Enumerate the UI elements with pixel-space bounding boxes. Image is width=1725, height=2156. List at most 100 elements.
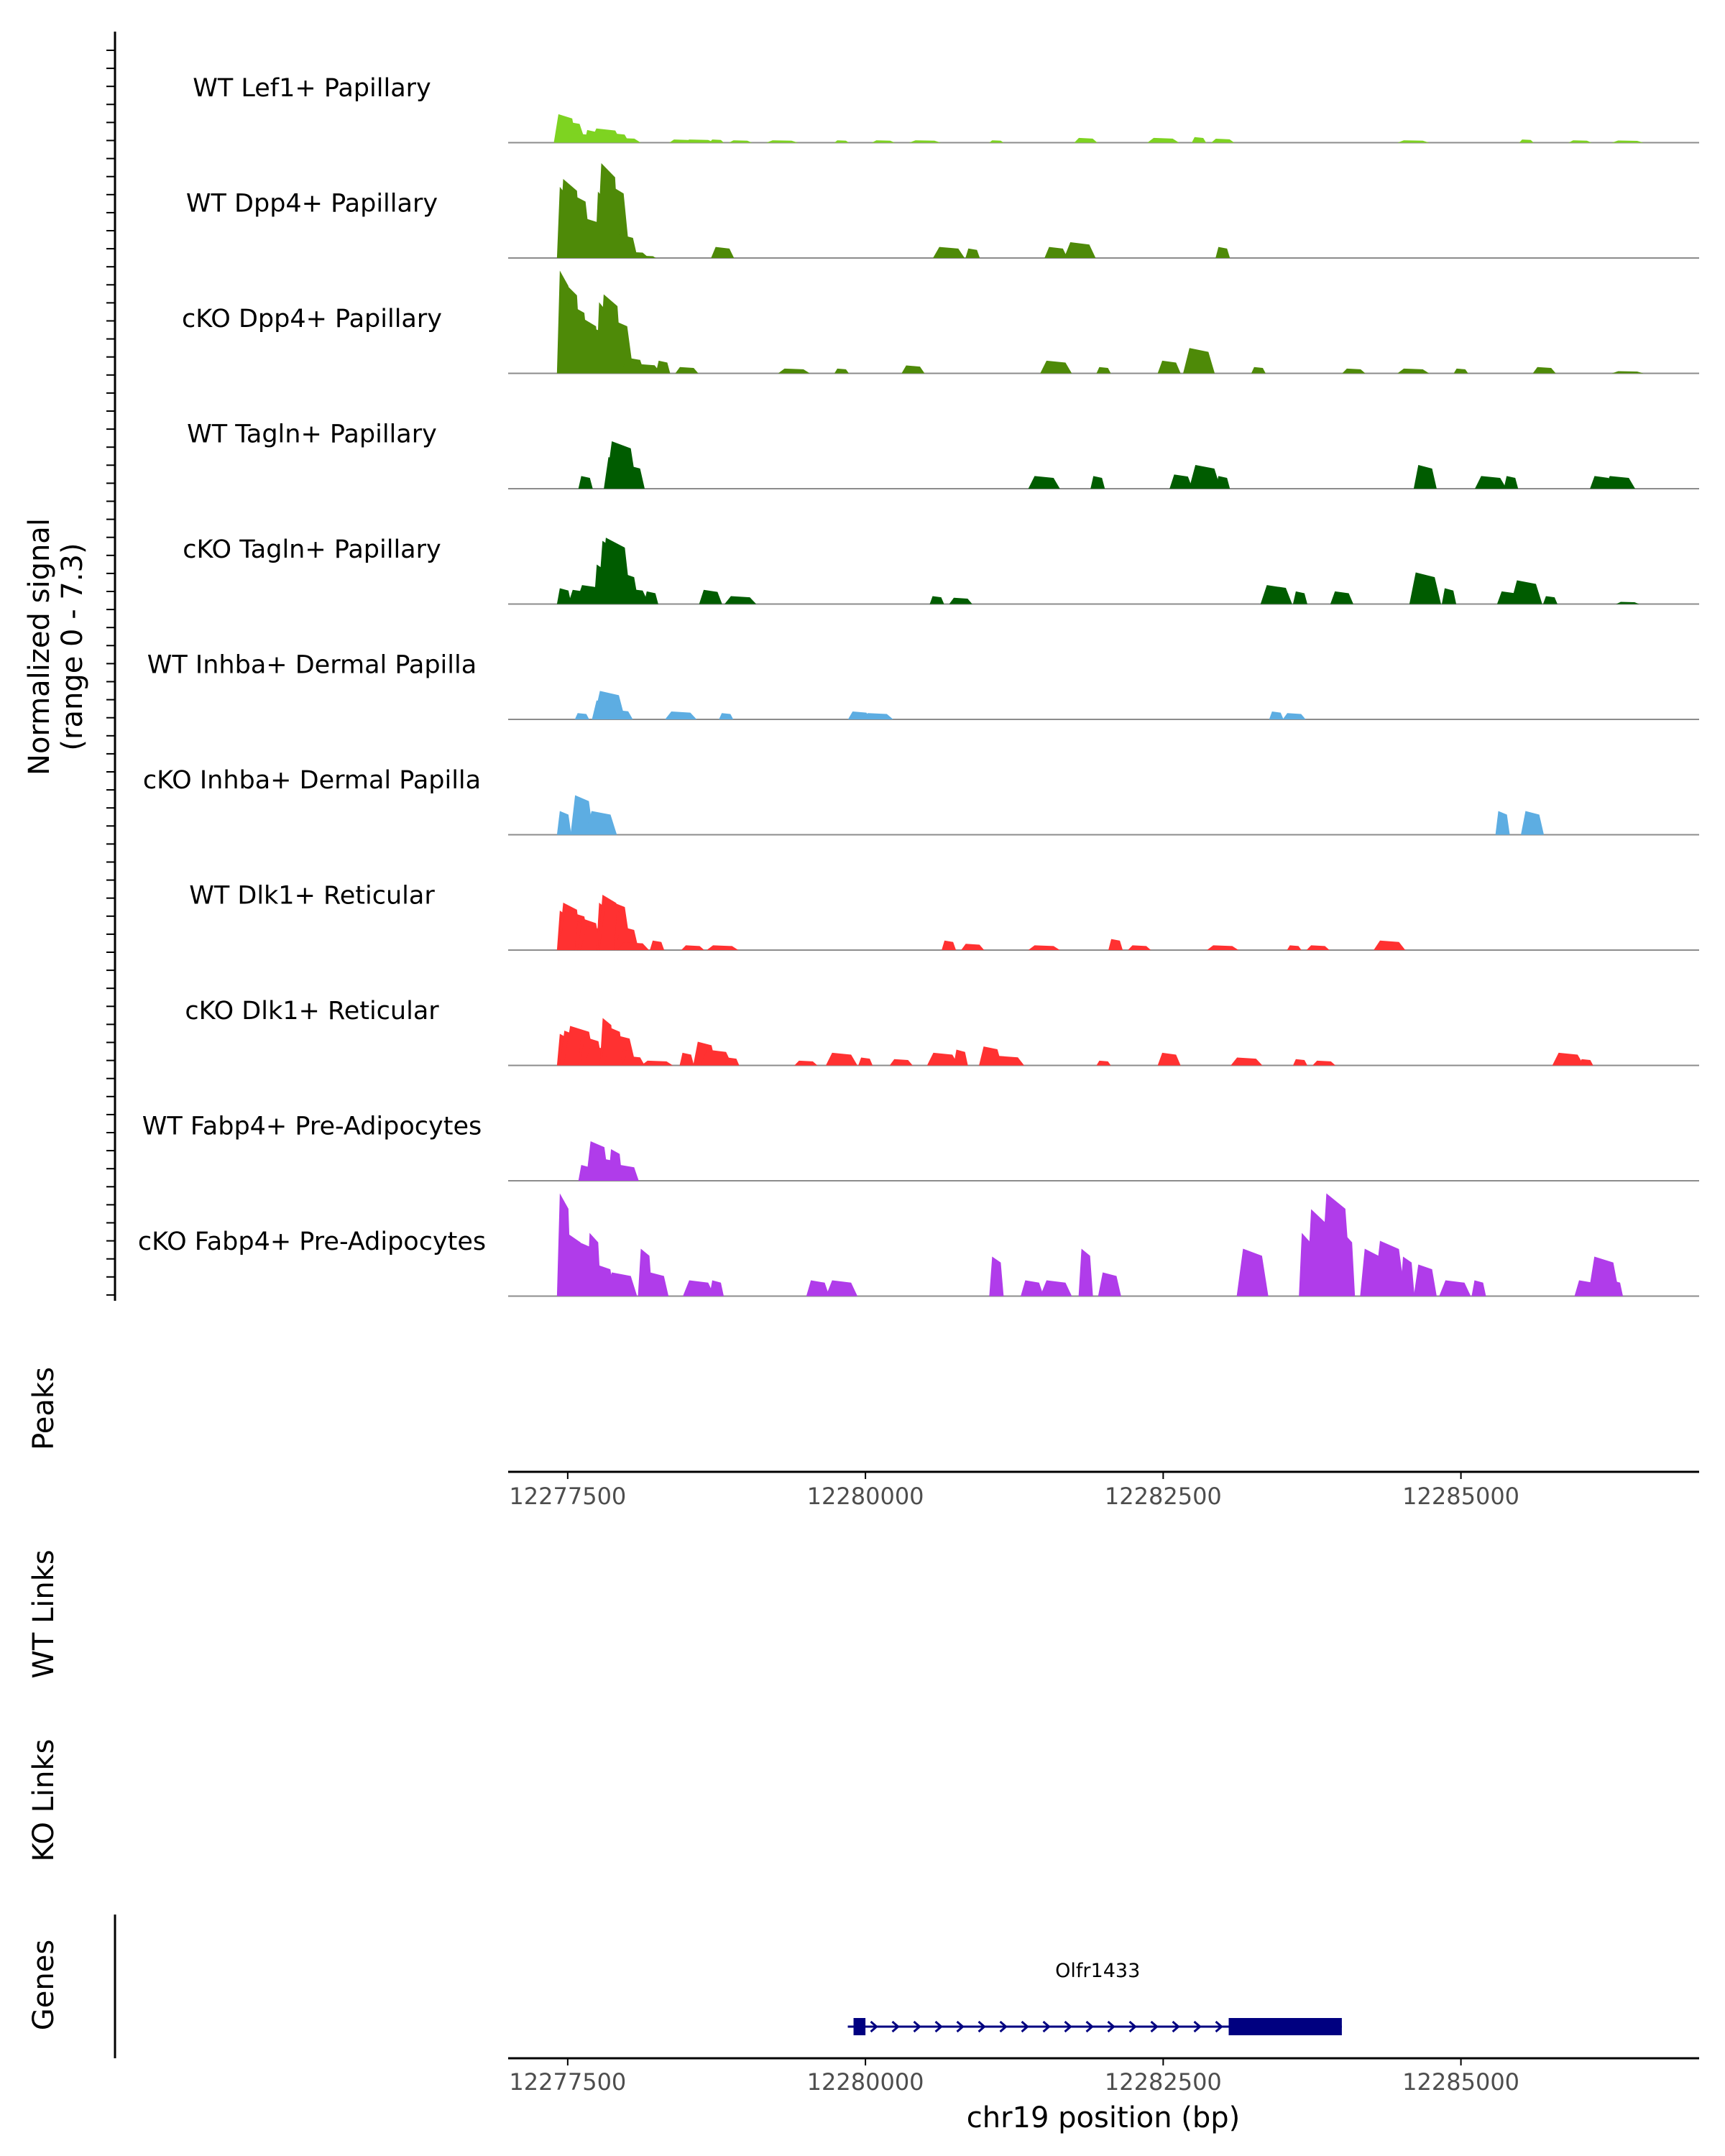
strand-arrow [1042,2020,1051,2033]
strand-arrow [1128,2020,1137,2033]
track-label: WT Inhba+ Dermal Papilla [147,651,477,680]
signal-peak [1611,140,1644,143]
signal-peak [965,248,980,258]
signal-peak [711,247,735,258]
signal-peak [1192,137,1207,143]
signal-peak [1442,588,1457,604]
signal-peak [1169,474,1193,489]
strand-arrow [934,2020,943,2033]
signal-peak [1021,1280,1044,1296]
signal-peak [683,1280,715,1296]
signal-peak [1098,1272,1121,1296]
signal-peak [901,365,925,374]
signal-peak [1475,476,1507,489]
signal-peak [1096,1060,1111,1066]
track-label: cKO Tagln+ Papillary [183,535,441,564]
signal-peak [1542,596,1558,604]
track-2: cKO Dpp4+ Papillary [182,270,1699,374]
signal-peak [679,1052,694,1066]
signal-peak [1504,476,1519,489]
gene-exon [853,2018,866,2035]
track-8: cKO Dlk1+ Reticular [185,997,1699,1067]
signal-peak [1269,711,1284,719]
coverage-y-ticks [106,50,115,1296]
signal-peak [1108,939,1123,950]
track-3: WT Tagln+ Papillary [187,420,1699,489]
signal-peak [989,1256,1004,1296]
signal-peak [871,140,895,143]
signal-peak [766,140,799,143]
signal-peak [1078,1248,1093,1296]
signal-peak [834,368,849,374]
signal-peak [1616,602,1639,604]
track-label: WT Dlk1+ Reticular [189,882,435,911]
signal-peak [1510,580,1542,604]
signal-peak [610,709,633,719]
track-10: cKO Fabp4+ Pre-Adipocytes [138,1193,1699,1297]
signal-peak [570,795,594,835]
signal-peak [1282,713,1306,719]
signal-peak [778,368,810,374]
signal-peak [724,1057,740,1066]
signal-peak [615,234,638,258]
signal-peak [1096,367,1111,374]
gene-exon [1228,2018,1342,2035]
strand-arrow [999,2020,1008,2033]
signal-peak [1157,1052,1181,1066]
strand-arrow [1172,2020,1180,2033]
track-5: WT Inhba+ Dermal Papilla [147,651,1699,720]
signal-peak [1413,1264,1437,1296]
x-tick-label: 12280000 [807,2068,924,2096]
signal-peak [1090,476,1105,489]
strand-arrow [956,2020,965,2033]
y-axis-label-line2: (range 0 - 7.3) [56,543,89,750]
track-7: WT Dlk1+ Reticular [189,882,1699,951]
signal-peak [645,1272,669,1296]
strand-arrow [1064,2020,1072,2033]
strand-arrow [1085,2020,1094,2033]
signal-peak [1251,367,1266,374]
signal-peak [953,1049,968,1066]
genes-panel-label: Genes [27,1940,60,2030]
track-1: WT Dpp4+ Papillary [186,163,1699,259]
signal-peak [1397,140,1430,143]
track-0: WT Lef1+ Papillary [193,74,1699,144]
signal-peak [908,140,941,143]
signal-peak [1342,368,1366,374]
signal-peak [889,1059,913,1066]
signal-peak [1340,1233,1356,1296]
track-label: cKO Inhba+ Dermal Papilla [143,766,481,795]
signal-peak [1453,368,1468,374]
signal-peak [1157,360,1181,374]
x-tick-label: 12282500 [1105,2068,1222,2096]
signal-peak [1292,1059,1307,1066]
strand-arrow [978,2020,986,2033]
signal-peak [719,713,734,719]
signal-peak [1064,242,1096,258]
signal-peak [1532,367,1556,374]
signal-peak [1312,1060,1336,1066]
signal-peak [1603,476,1635,489]
x-tick-label: 12285000 [1402,1483,1519,1510]
signal-peak [1397,368,1430,374]
signal-peak [794,1060,818,1066]
x-tick-label: 12280000 [807,1483,924,1510]
signal-peak [700,1049,732,1066]
peaks-x-ticks: 12277500 12280000 12282500 12285000 [509,1472,1519,1510]
strand-arrow [1215,2020,1223,2033]
signal-peak [1330,591,1353,604]
signal-peak [1215,476,1230,489]
signal-peak [1230,1057,1263,1066]
signal-peak [556,811,571,835]
signal-peak [683,139,715,143]
signal-peak [617,588,649,604]
signal-peak [806,1280,829,1296]
signal-peak [1287,945,1302,950]
signal-peak [949,597,972,604]
signal-peak [1552,1052,1584,1066]
signal-peak [643,591,658,604]
signal-peak [641,256,656,258]
track-9: WT Fabp4+ Pre-Adipocytes [142,1112,1699,1181]
coverage-tracks: WT Lef1+ Papillary WT Dpp4+ Papillary cKO … [138,74,1699,1297]
signal-peak [1040,360,1072,374]
